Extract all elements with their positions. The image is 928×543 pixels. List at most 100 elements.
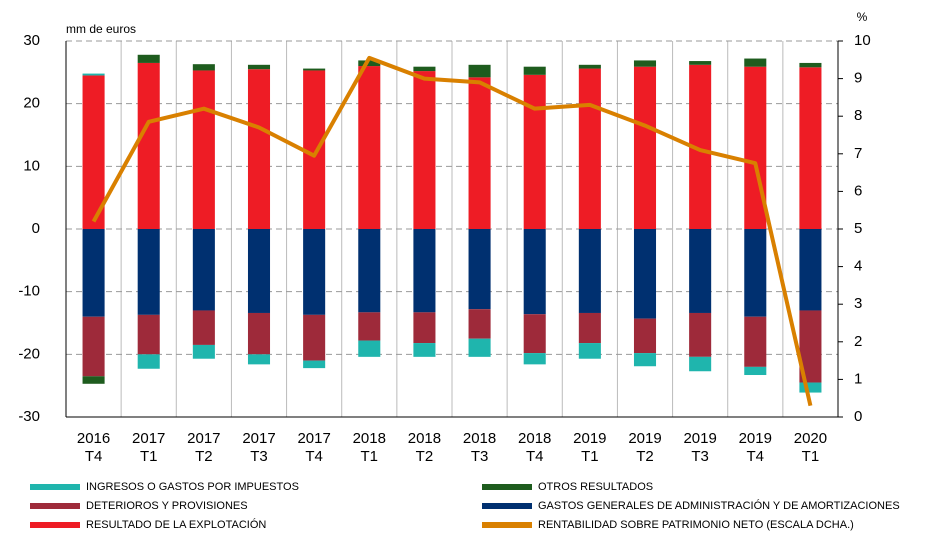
bar-segment <box>358 312 381 341</box>
x-tick-label-line: T4 <box>305 448 323 465</box>
bar-segment <box>523 314 546 354</box>
bar-segment <box>744 316 767 367</box>
bar-segment <box>82 73 105 76</box>
bar-segment <box>689 229 712 313</box>
bar-segment <box>303 68 326 71</box>
x-tick-label: 2017 T3 <box>242 430 275 465</box>
bar-segment <box>468 64 491 78</box>
y-tick-label: 20 <box>23 95 40 112</box>
bar-segment <box>633 318 657 354</box>
bar-segment <box>137 62 160 229</box>
bar-segment <box>247 69 271 229</box>
bar-segment <box>799 62 822 68</box>
bar-segment <box>82 229 105 317</box>
x-tick-label-line: T4 <box>526 448 544 465</box>
legend-label: INGRESOS O GASTOS POR IMPUESTOS <box>86 481 299 493</box>
x-tick-label-line: T4 <box>747 448 765 465</box>
legend-swatch <box>482 503 532 509</box>
bar-segment <box>633 60 657 67</box>
bar-segment <box>523 229 546 315</box>
bar-segment <box>303 229 326 315</box>
bar-segment <box>192 310 215 345</box>
bar-segment <box>799 229 822 311</box>
bar-segment <box>192 70 215 229</box>
bar-segment <box>358 60 381 67</box>
x-tick-label-line: 2019 <box>739 430 772 447</box>
bar-segment <box>689 312 712 357</box>
bar-segment <box>413 343 436 357</box>
bar-segment <box>137 314 160 355</box>
y2-tick-label: 9 <box>854 70 862 87</box>
x-tick-label: 2018 T2 <box>408 430 441 465</box>
y-tick-label: 30 <box>23 32 40 49</box>
y2-tick-label: 4 <box>854 258 862 275</box>
bar-segment <box>413 71 436 229</box>
legend-label: DETERIOROS Y PROVISIONES <box>86 500 248 512</box>
y2-tick-label: 1 <box>854 370 862 387</box>
x-tick-label-line: T2 <box>636 448 654 465</box>
x-tick-label-line: 2017 <box>242 430 275 447</box>
x-tick-label-line: T1 <box>140 448 158 465</box>
bar-segment <box>413 312 436 344</box>
x-tick-label: 2017 T2 <box>187 430 220 465</box>
x-tick-label-line: T4 <box>85 448 103 465</box>
bar-segment <box>192 64 215 71</box>
bar-segment <box>633 353 657 367</box>
bar-segment <box>799 67 822 229</box>
x-tick-label: 2017 T4 <box>297 430 330 465</box>
x-tick-label-line: T3 <box>691 448 709 465</box>
x-tick-label: 2018 T1 <box>353 430 386 465</box>
y2-tick-label: 7 <box>854 145 862 162</box>
bar-segment <box>468 77 491 229</box>
bar-segment <box>578 64 601 69</box>
x-tick-label-line: 2016 <box>77 430 110 447</box>
bar-segment <box>358 340 381 357</box>
y-tick-label: -30 <box>18 408 40 425</box>
legend-swatch <box>30 484 80 490</box>
x-tick-label: 2017 T1 <box>132 430 165 465</box>
bar-segment <box>744 366 767 376</box>
bar-segment <box>468 229 491 310</box>
bar-segment <box>578 343 601 359</box>
bar-segment <box>523 74 546 229</box>
bar-segment <box>303 70 326 229</box>
x-tick-label-line: T1 <box>361 448 379 465</box>
bar-segment <box>82 75 105 229</box>
y-tick-label: 0 <box>32 220 40 237</box>
bar-segment <box>137 229 160 315</box>
x-tick-label-line: 2020 <box>794 430 827 447</box>
bar-segment <box>82 316 105 377</box>
x-tick-label-line: 2018 <box>353 430 386 447</box>
bar-segment <box>633 66 657 230</box>
y2-tick-label: 0 <box>854 408 862 425</box>
bar-segment <box>358 66 381 229</box>
y2-tick-label: 2 <box>854 333 862 350</box>
x-tick-label-line: 2017 <box>187 430 220 447</box>
x-tick-label: 2018 T4 <box>518 430 551 465</box>
x-tick-label-line: T3 <box>250 448 268 465</box>
legend-swatch <box>30 503 80 509</box>
bar-segment <box>744 58 767 67</box>
x-tick-label-line: 2017 <box>297 430 330 447</box>
bar-segment <box>523 66 546 75</box>
legend-swatch <box>482 522 532 528</box>
bar-segment <box>689 356 712 372</box>
bar-segment <box>468 338 491 357</box>
x-tick-label: 2019 T3 <box>683 430 716 465</box>
x-tick-label: 2018 T3 <box>463 430 496 465</box>
bar-segment <box>358 229 381 313</box>
bar-segment <box>578 312 601 344</box>
bar-segment <box>247 64 271 70</box>
y2-tick-label: 5 <box>854 220 862 237</box>
x-tick-label: 2020 T1 <box>794 430 827 465</box>
y2-tick-label: 3 <box>854 295 862 312</box>
x-tick-label: 2019 T1 <box>573 430 606 465</box>
bar-segment <box>82 376 105 384</box>
bar-segment <box>137 354 160 369</box>
y2-tick-label: 6 <box>854 182 862 199</box>
y-tick-label: -10 <box>18 283 40 300</box>
legend-label: RENTABILIDAD SOBRE PATRIMONIO NETO (ESCA… <box>538 519 854 531</box>
x-tick-label: 2016 T4 <box>77 430 110 465</box>
bar-segment <box>247 354 271 365</box>
